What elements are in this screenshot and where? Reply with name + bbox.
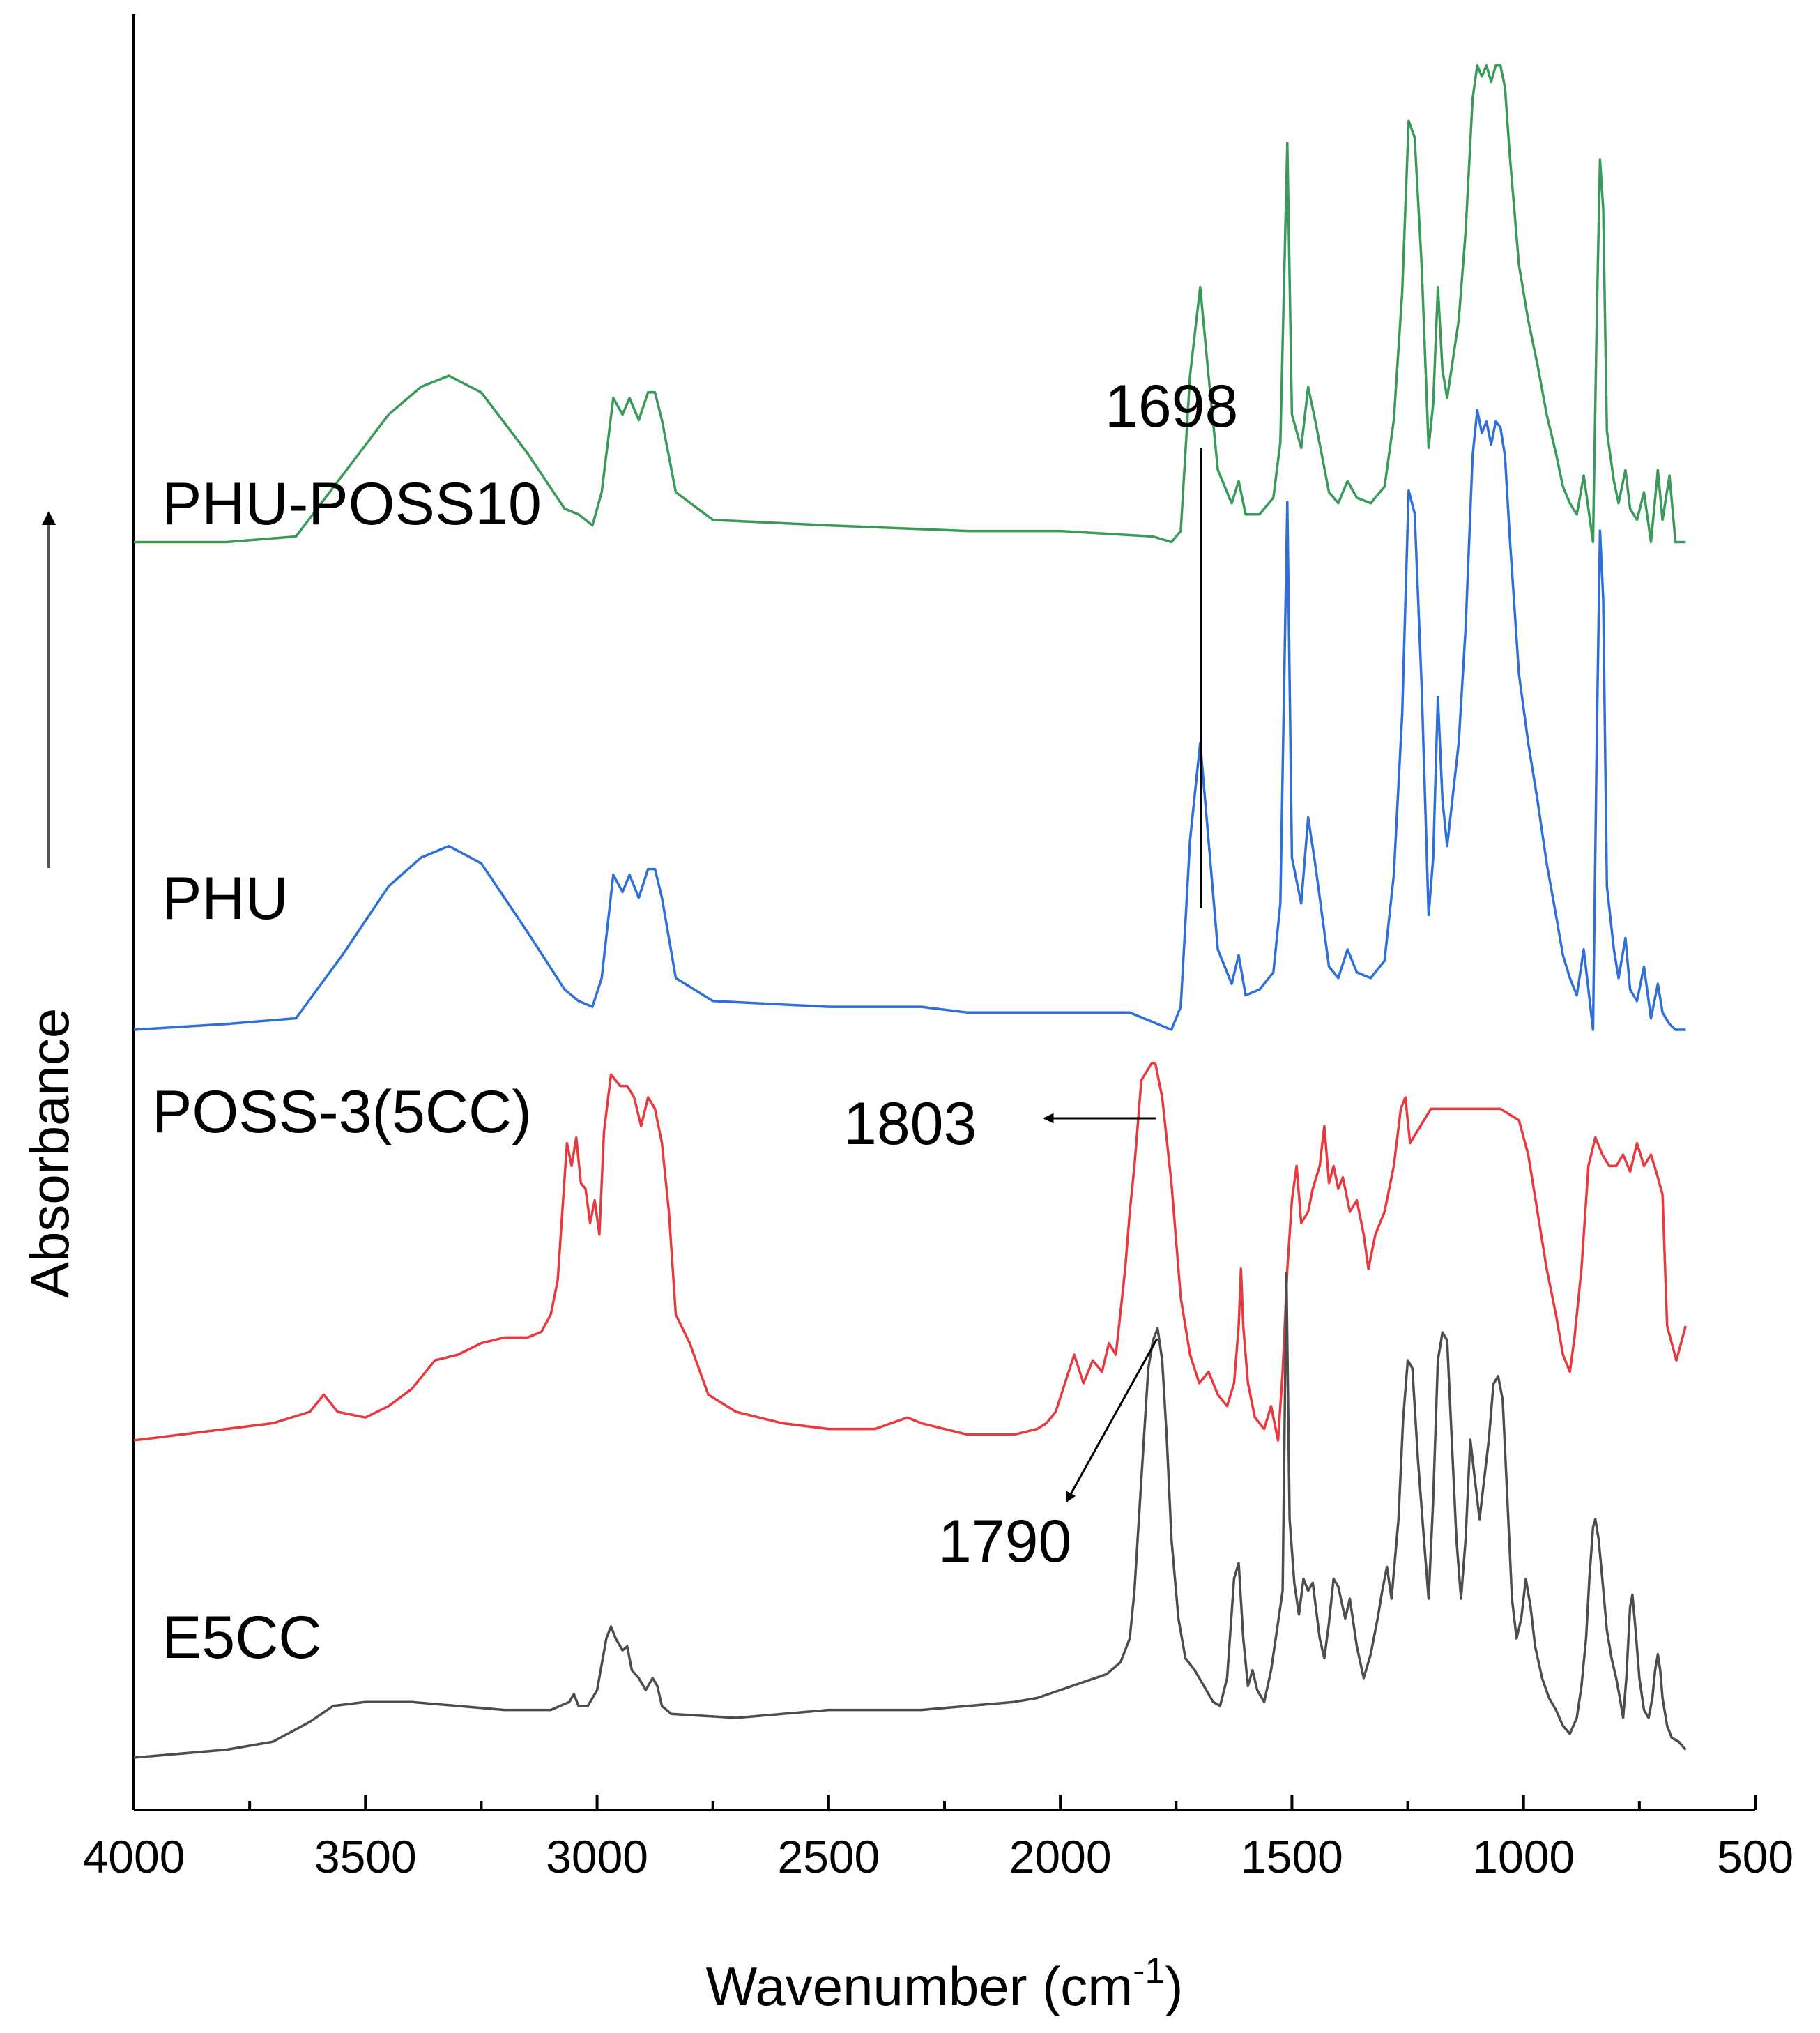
- x-tick-label-500: 500: [1717, 1831, 1794, 1882]
- x-axis-title-superscript: -1: [1133, 1951, 1165, 1991]
- x-axis-tick-labels: 4000 3500 3000 2500 2000 1500 1000 500: [83, 1831, 1794, 1882]
- x-tick-label-3500: 3500: [314, 1831, 417, 1882]
- x-axis-title: Wavenumber (cm-1): [706, 1951, 1184, 2017]
- annotation-1790-label: 1790: [938, 1508, 1071, 1575]
- x-axis-title-main: Wavenumber (cm: [706, 1956, 1133, 2017]
- annotation-1698-label: 1698: [1105, 373, 1238, 440]
- annotation-1790-arrow: [1065, 1338, 1158, 1503]
- series-line-poss-3-5cc: [133, 1062, 1687, 1442]
- x-axis-title-suffix: ): [1165, 1956, 1183, 2017]
- x-tick-label-1000: 1000: [1472, 1831, 1575, 1882]
- series-label-poss-3-5cc: POSS-3(5CC): [152, 1079, 532, 1145]
- x-tick-label-2000: 2000: [1009, 1831, 1112, 1882]
- y-axis-title: Absorbance: [19, 1008, 80, 1298]
- series-label-e5cc: E5CC: [162, 1604, 321, 1671]
- x-tick-label-1500: 1500: [1241, 1831, 1343, 1882]
- series-label-phu: PHU: [162, 865, 289, 932]
- x-tick-label-4000: 4000: [83, 1831, 185, 1882]
- series-layer: [133, 64, 1687, 1759]
- annotation-1803-label: 1803: [843, 1090, 977, 1157]
- series-line-phu: [133, 409, 1686, 1031]
- x-axis-ticks: [132, 1795, 1757, 1810]
- series-label-phu-poss10: PHU-POSS10: [162, 471, 542, 538]
- x-tick-label-2500: 2500: [777, 1831, 880, 1882]
- x-tick-label-3000: 3000: [546, 1831, 648, 1882]
- series-line-phu-poss10: [134, 64, 1686, 544]
- series-line-e5cc: [133, 1271, 1687, 1759]
